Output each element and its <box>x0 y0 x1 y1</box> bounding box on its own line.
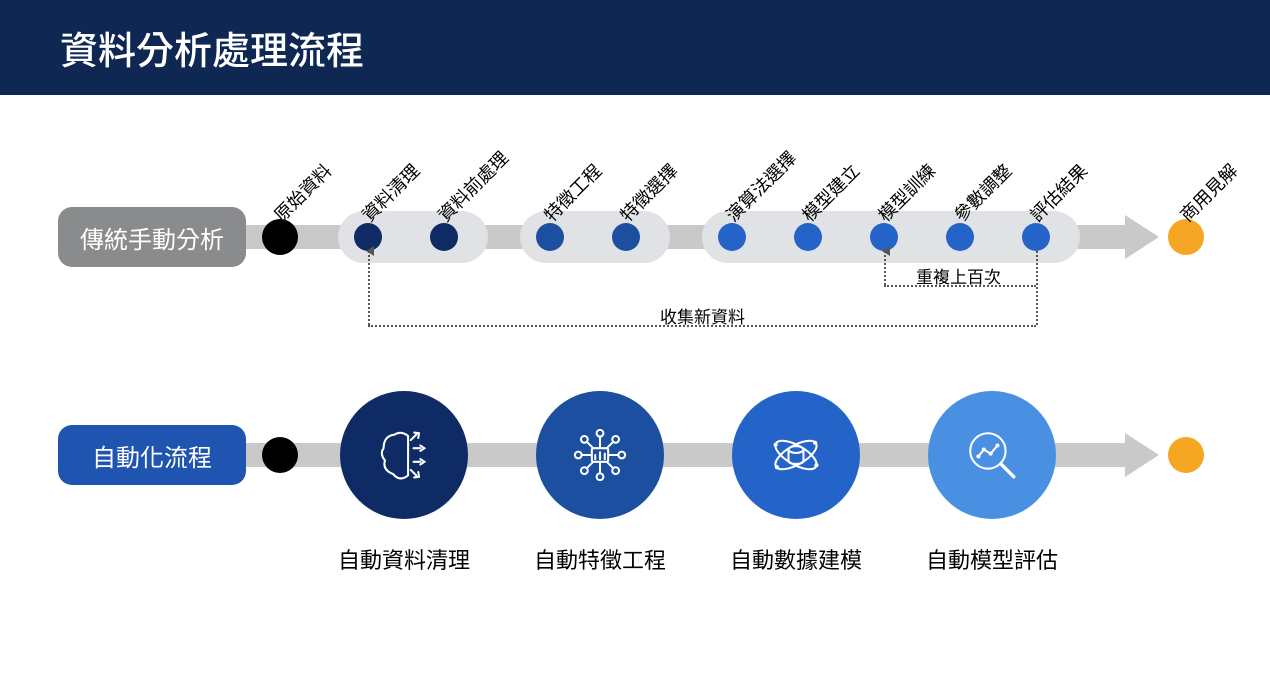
atom-db-icon <box>762 421 830 489</box>
end-label: 商用見解 <box>1174 158 1243 227</box>
auto-step-label: 自動模型評估 <box>912 543 1072 575</box>
auto-step-circle-1 <box>536 391 664 519</box>
step-dot <box>946 223 974 251</box>
feedback-arrowhead <box>366 246 374 256</box>
page-header: 資料分析處理流程 <box>0 0 1270 95</box>
brain-icon <box>370 421 438 489</box>
auto-step-circle-0 <box>340 391 468 519</box>
page-title: 資料分析處理流程 <box>60 20 364 75</box>
start-label: 原始資料 <box>268 158 337 227</box>
flow-arrow-head <box>1125 433 1159 477</box>
auto-step-circle-2 <box>732 391 860 519</box>
end-dot <box>1168 219 1204 255</box>
auto-step-label: 自動特徵工程 <box>520 543 680 575</box>
flow-arrow-head <box>1125 215 1159 259</box>
auto-step-label: 自動數據建模 <box>716 543 876 575</box>
start-dot <box>262 219 298 255</box>
row-label-auto: 自動化流程 <box>58 425 246 485</box>
step-dot <box>794 223 822 251</box>
auto-step-circle-3 <box>928 391 1056 519</box>
feedback-arrowhead <box>882 246 890 256</box>
start-dot <box>262 437 298 473</box>
step-dot <box>612 223 640 251</box>
step-dot <box>1022 223 1050 251</box>
feedback-label: 重複上百次 <box>916 263 1001 288</box>
step-dot <box>536 223 564 251</box>
end-dot <box>1168 437 1204 473</box>
chart-network-icon <box>566 421 634 489</box>
step-dot <box>718 223 746 251</box>
feedback-line <box>884 251 886 285</box>
feedback-line <box>368 251 370 325</box>
diagram-canvas: 傳統手動分析原始資料商用見解資料清理資料前處理特徵工程特徵選擇演算法選擇模型建立… <box>0 95 1270 685</box>
magnifier-icon <box>958 421 1026 489</box>
feedback-label: 收集新資料 <box>660 303 745 328</box>
row-label-manual: 傳統手動分析 <box>58 207 246 267</box>
auto-step-label: 自動資料清理 <box>324 543 484 575</box>
feedback-line <box>1036 251 1038 325</box>
step-dot <box>430 223 458 251</box>
